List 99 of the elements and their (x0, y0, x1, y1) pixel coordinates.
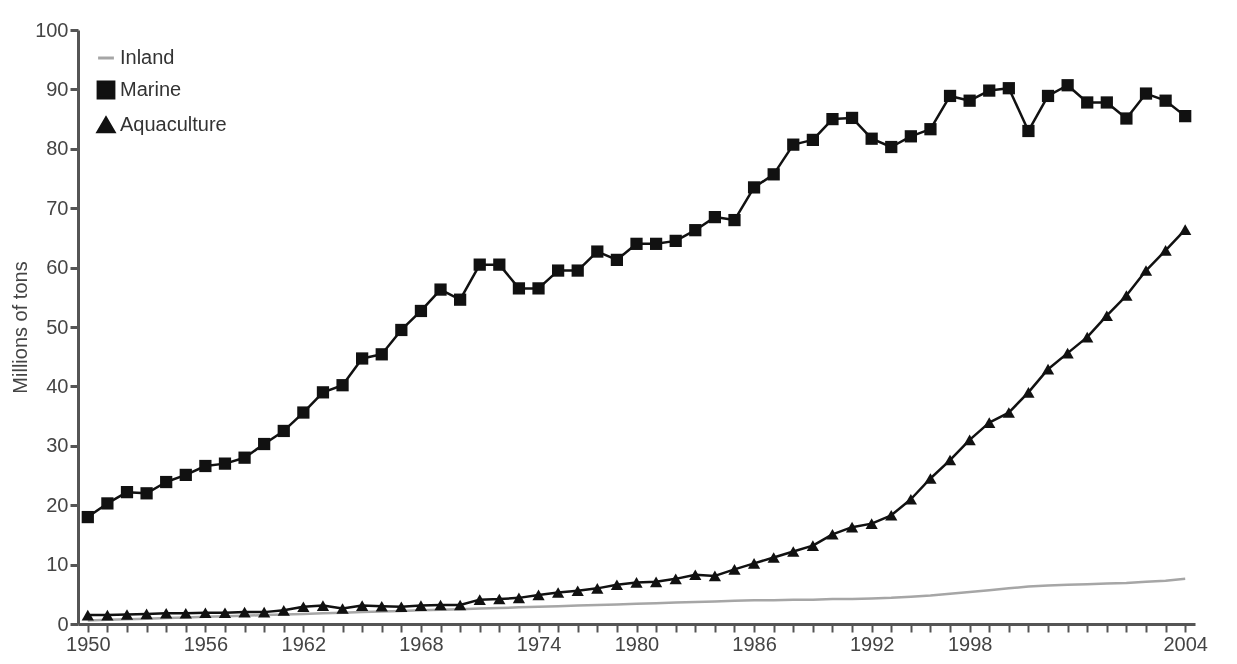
point (1061, 79, 1074, 92)
point (414, 304, 428, 318)
point (160, 608, 173, 619)
point (375, 600, 388, 612)
y-tick-label: 50 (46, 315, 69, 338)
point (258, 437, 271, 451)
y-tick-label: 10 (46, 553, 69, 576)
x-tick-label: 1986 (732, 632, 777, 655)
point (747, 181, 761, 194)
point (806, 540, 819, 551)
point (336, 379, 349, 392)
x-tick-label: 1956 (183, 632, 229, 655)
point (728, 213, 741, 227)
point (199, 459, 212, 473)
point (454, 599, 467, 611)
point (1139, 87, 1153, 100)
point (943, 454, 957, 466)
legend-label: Marine (120, 78, 182, 100)
point (414, 600, 428, 611)
point (983, 417, 996, 428)
point (689, 224, 702, 237)
point (747, 558, 761, 569)
point (356, 352, 369, 365)
point (1139, 265, 1153, 276)
x-tick-label: 1998 (947, 632, 993, 655)
y-tick-label: 100 (35, 18, 69, 41)
point (1041, 89, 1055, 103)
y-tick-label: 80 (46, 137, 69, 160)
x-tick-label: 1974 (516, 632, 562, 655)
legend-label: Aquaculture (120, 113, 227, 135)
point (787, 138, 800, 151)
point (708, 210, 722, 224)
point (983, 84, 996, 97)
point (512, 592, 526, 604)
legend-label: Inland (120, 46, 175, 68)
point (1002, 407, 1015, 418)
point (218, 607, 232, 619)
point (356, 600, 369, 611)
y-axis-title: Millions of tons (9, 261, 32, 394)
y-tick-label: 40 (46, 374, 69, 397)
x-tick-label: 1950 (66, 632, 111, 655)
point (179, 608, 192, 619)
point (473, 594, 486, 605)
x-tick-label: 1980 (614, 632, 660, 655)
x-tick-label: 1968 (399, 632, 444, 655)
point (708, 570, 722, 582)
point (943, 89, 957, 103)
point (512, 282, 526, 295)
point (904, 130, 917, 143)
point (218, 457, 232, 470)
point (669, 234, 682, 247)
y-tick-label: 70 (46, 196, 69, 219)
y-tick-label: 0 (57, 612, 69, 635)
point (120, 486, 134, 499)
point (375, 348, 388, 361)
point (610, 579, 624, 591)
point (81, 609, 94, 621)
point (1022, 124, 1035, 138)
point (885, 510, 898, 521)
point (787, 546, 800, 557)
point (1100, 96, 1113, 109)
point (649, 576, 663, 588)
y-tick-label: 60 (46, 256, 69, 279)
point (924, 123, 937, 136)
point (1179, 110, 1192, 123)
point (1081, 96, 1094, 109)
point (258, 606, 271, 618)
point (610, 253, 624, 266)
point (551, 264, 565, 277)
point (1041, 363, 1055, 375)
y-tick-label: 30 (46, 434, 69, 457)
point (1002, 82, 1015, 95)
point (845, 521, 859, 533)
point (395, 323, 408, 337)
point (277, 605, 290, 616)
point (81, 510, 94, 524)
point (551, 587, 565, 598)
y-tick-label: 20 (46, 493, 69, 516)
x-tick-label: 1962 (281, 632, 327, 655)
point (179, 468, 192, 482)
y-tick-label: 90 (46, 77, 69, 100)
point (845, 111, 859, 125)
point (473, 258, 486, 271)
x-tick-label: 2004 (1163, 632, 1208, 655)
point (630, 237, 643, 250)
point (316, 386, 330, 399)
point (160, 475, 173, 489)
point (454, 293, 467, 306)
point (1179, 224, 1192, 235)
point (316, 600, 330, 611)
point (120, 609, 134, 620)
x-tick-label: 1992 (849, 632, 895, 655)
point (826, 112, 839, 126)
point (1100, 310, 1113, 322)
point (1081, 331, 1094, 343)
point (806, 133, 819, 147)
point (885, 140, 898, 154)
point (649, 237, 663, 250)
point (277, 424, 290, 438)
